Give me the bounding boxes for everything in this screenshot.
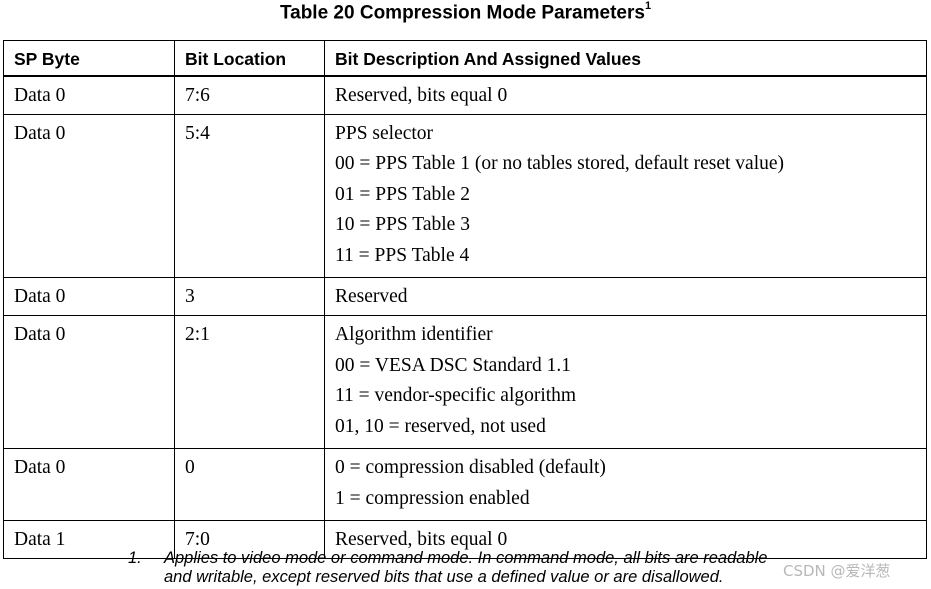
table-header-row: SP Byte Bit Location Bit Description And… <box>3 40 927 77</box>
footnote-line-1: Applies to video mode or command mode. I… <box>164 549 768 567</box>
title-footnote-marker: 1 <box>644 0 652 12</box>
cell-sp-byte: Data 0 <box>3 75 175 115</box>
description-line: 00 = PPS Table 1 (or no tables stored, d… <box>335 153 785 174</box>
description-line: Reserved <box>335 286 408 307</box>
description-line: 0 = compression disabled (default) <box>335 457 606 478</box>
table-row: Data 0 0 0 = compression disabled (defau… <box>3 448 927 521</box>
description-line: Algorithm identifier <box>335 324 493 345</box>
cell-bit-location: 5:4 <box>174 113 325 278</box>
footnote-number: 1. <box>128 549 142 567</box>
cell-bit-location: 0 <box>174 448 325 521</box>
description-line: 01, 10 = reserved, not used <box>335 415 546 437</box>
cell-description: Reserved <box>324 277 927 316</box>
cell-sp-byte: Data 0 <box>3 277 175 316</box>
cell-sp-byte: Data 0 <box>3 113 175 278</box>
description-line: PPS selector <box>335 122 434 144</box>
cell-sp-byte: Data 0 <box>3 448 175 521</box>
cell-sp-byte: Data 1 <box>3 520 175 559</box>
table-title-text: Table 20 Compression Mode Parameters <box>279 2 645 24</box>
cell-description: PPS selector 00 = PPS Table 1 (or no tab… <box>324 113 927 278</box>
header-bit-description: Bit Description And Assigned Values <box>324 40 927 77</box>
description-line: Reserved, bits equal 0 <box>335 529 508 550</box>
cell-description: 0 = compression disabled (default) 1 = c… <box>324 448 927 521</box>
description-line: 00 = VESA DSC Standard 1.1 <box>335 354 571 376</box>
footnote-line-2: and writable, except reserved bits that … <box>164 568 724 586</box>
table-row: Data 0 5:4 PPS selector 00 = PPS Table 1… <box>3 113 927 278</box>
description-line: Reserved, bits equal 0 <box>335 84 508 106</box>
header-bit-location: Bit Location <box>174 40 325 77</box>
cell-bit-location: 7:6 <box>174 75 325 115</box>
cell-description: Reserved, bits equal 0 <box>324 75 927 115</box>
table-row: Data 0 7:6 Reserved, bits equal 0 <box>3 75 927 115</box>
compression-mode-parameters-table: SP Byte Bit Location Bit Description And… <box>3 40 927 559</box>
table-row: Data 1 7:0 Reserved, bits equal 0 <box>3 520 927 559</box>
description-line: 1 = compression enabled <box>335 487 530 509</box>
description-line: 01 = PPS Table 2 <box>335 183 470 205</box>
description-line: 11 = PPS Table 4 <box>335 244 470 266</box>
cell-description: Reserved, bits equal 0 <box>324 520 927 559</box>
header-sp-byte: SP Byte <box>3 40 175 77</box>
csdn-watermark: CSDN @爱洋葱 <box>783 562 891 580</box>
description-line: 10 = PPS Table 3 <box>335 214 470 235</box>
cell-bit-location: 3 <box>174 277 325 316</box>
table-row: Data 0 3 Reserved <box>3 277 927 316</box>
cell-description: Algorithm identifier 00 = VESA DSC Stand… <box>324 315 927 449</box>
footnote-text: Applies to video mode or command mode. I… <box>164 549 894 587</box>
cell-sp-byte: Data 0 <box>3 315 175 449</box>
table-row: Data 0 2:1 Algorithm identifier 00 = VES… <box>3 315 927 449</box>
description-line: 11 = vendor-specific algorithm <box>335 385 577 406</box>
cell-bit-location: 2:1 <box>174 315 325 449</box>
table-title: Table 20 Compression Mode Parameters1 <box>0 0 931 24</box>
cell-bit-location: 7:0 <box>174 520 325 559</box>
